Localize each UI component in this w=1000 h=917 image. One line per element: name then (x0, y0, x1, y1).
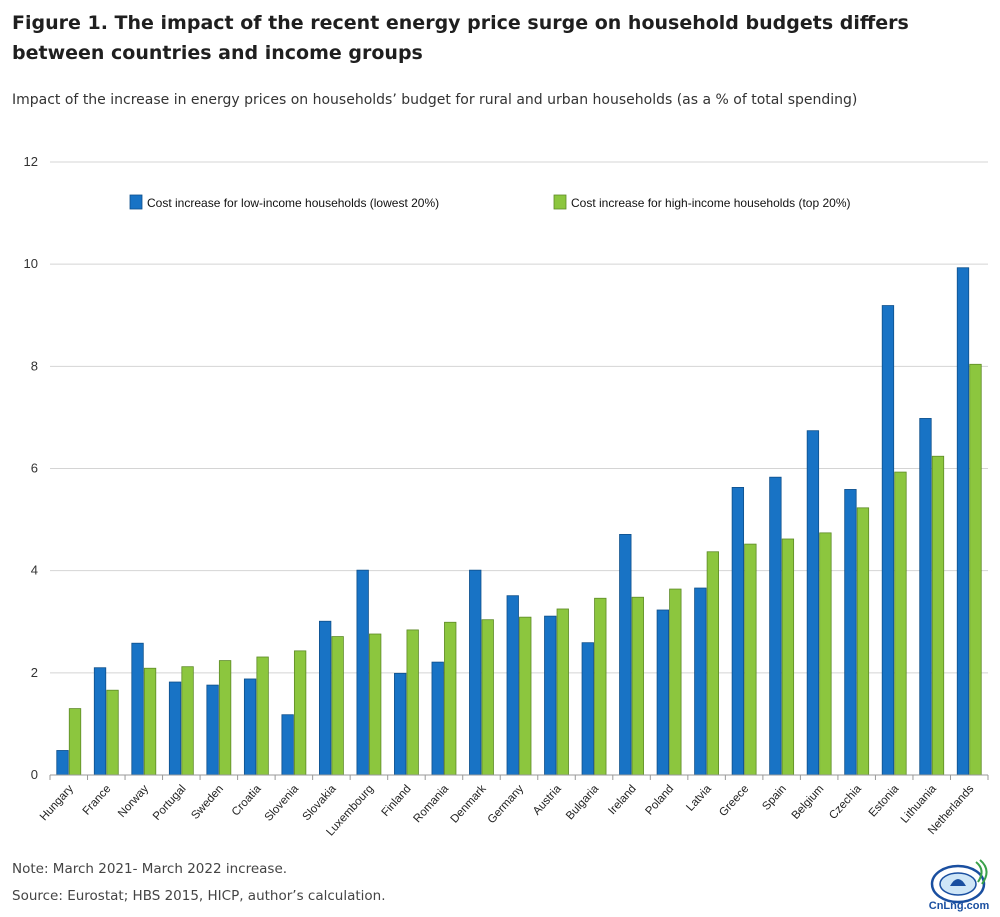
bar-low-income-belgium (806, 430, 820, 776)
gridlines (50, 161, 988, 674)
x-tick-label: Czechia (827, 783, 864, 822)
bar-high-income-luxembourg (369, 633, 382, 776)
figure-title: Figure 1. The impact of the recent energ… (12, 12, 909, 64)
x-tick-label: Sweden (189, 783, 226, 822)
bar-low-income-slovakia (318, 620, 332, 776)
x-tick-label: Lithuania (899, 783, 940, 826)
bar-low-income-germany (506, 595, 519, 776)
x-tick-label: Finland (380, 783, 414, 819)
bar-high-income-slovenia (293, 650, 307, 776)
x-tick-label: Austria (531, 783, 564, 818)
x-tick-label: Ireland (606, 783, 638, 817)
bar-high-income-croatia (256, 656, 269, 776)
x-tick-label: Latvia (684, 783, 714, 814)
bar-low-income-poland (656, 609, 669, 776)
bar-high-income-greece (744, 543, 757, 776)
bar-high-income-hungary (68, 708, 82, 776)
x-tick-label: Croatia (230, 783, 264, 819)
bar-low-income-sweden (206, 684, 219, 776)
bar-high-income-estonia (894, 471, 907, 776)
x-tick-label: Slovakia (301, 783, 339, 824)
bar-low-income-czechia (844, 489, 857, 776)
bar-low-income-netherlands (956, 267, 970, 776)
logo-text: CnLng.com (929, 900, 990, 912)
bar-low-income-hungary (56, 750, 69, 776)
bar-high-income-austria (556, 608, 569, 776)
y-axis-labels: 0 2 4 6 8 10 12 (24, 154, 38, 782)
bar-low-income-norway (131, 642, 144, 776)
x-tick-label: Slovenia (263, 783, 302, 824)
bar-high-income-bulgaria (594, 597, 607, 776)
bar-chart: 0 2 4 6 8 10 12 Hungary France Norway Portugal Swe… (24, 154, 989, 839)
x-axis: Hungary France Norway Portugal Sweden Croatia… (38, 774, 989, 839)
bar-high-income-ireland (631, 596, 644, 776)
legend-swatch-low-income (129, 194, 143, 210)
x-tick-label: Portugal (151, 783, 189, 823)
x-tick-label: Belgium (790, 783, 827, 822)
x-tick-label: Greece (717, 783, 751, 819)
bar-low-income-slovenia (281, 714, 294, 776)
y-tick-label: 10 (24, 256, 38, 271)
bar-high-income-lithuania (931, 455, 945, 776)
footnote-note: Note: March 2021- March 2022 increase. (12, 861, 288, 877)
bar-low-income-ireland (619, 533, 632, 776)
legend-label-low-income: Cost increase for low-income households … (147, 196, 439, 210)
bar-low-income-spain (769, 476, 782, 776)
bar-high-income-spain (781, 538, 795, 776)
bar-low-income-france (93, 667, 107, 776)
x-tick-label: Hungary (38, 783, 76, 824)
legend-swatch-high-income (553, 194, 567, 210)
x-tick-label: Romania (411, 783, 451, 826)
footnote-source: Source: Eurostat; HBS 2015, HICP, author… (12, 888, 386, 904)
y-tick-label: 8 (31, 358, 38, 373)
bar-low-income-portugal (168, 681, 182, 776)
bar-low-income-denmark (469, 569, 482, 776)
y-tick-label: 6 (31, 461, 38, 476)
x-tick-label: Estonia (867, 783, 902, 820)
bar-low-income-estonia (881, 305, 895, 776)
bar-high-income-france (106, 689, 119, 776)
y-tick-label: 2 (31, 665, 38, 680)
bar-low-income-finland (394, 672, 407, 776)
bar-high-income-sweden (218, 660, 232, 776)
bar-high-income-slovakia (331, 636, 344, 776)
legend: Cost increase for low-income households … (129, 194, 850, 210)
bar-high-income-belgium (819, 532, 832, 776)
legend-label-high-income: Cost increase for high-income households… (571, 196, 850, 210)
bar-low-income-croatia (243, 678, 257, 776)
bar-high-income-romania (444, 621, 457, 776)
bar-low-income-austria (544, 615, 557, 776)
x-tick-label: France (81, 783, 114, 818)
bar-high-income-czechia (856, 507, 870, 776)
x-tick-label: Bulgaria (564, 783, 602, 823)
bar-high-income-latvia (706, 551, 719, 776)
bar-high-income-portugal (181, 666, 194, 776)
bar-low-income-lithuania (919, 418, 932, 776)
x-tick-label: Germany (486, 783, 527, 826)
x-tick-label: Denmark (449, 783, 489, 826)
bars (56, 267, 982, 776)
y-tick-label: 0 (31, 767, 38, 782)
bar-high-income-finland (406, 629, 419, 776)
figure-subtitle: Impact of the increase in energy prices … (12, 92, 858, 108)
bar-high-income-norway (143, 667, 157, 776)
bar-low-income-luxembourg (356, 569, 369, 776)
bar-low-income-latvia (694, 587, 707, 776)
x-tick-label: Norway (116, 783, 151, 820)
bar-low-income-greece (731, 487, 745, 776)
cnlng-logo-icon: CnLng.com (929, 859, 990, 912)
x-tick-label: Poland (643, 783, 676, 818)
y-tick-label: 4 (31, 563, 38, 578)
y-tick-label: 12 (24, 154, 38, 169)
bar-high-income-denmark (481, 619, 494, 776)
bar-low-income-bulgaria (581, 642, 594, 776)
x-tick-label: Spain (760, 783, 789, 813)
bar-high-income-poland (669, 588, 682, 776)
bar-high-income-netherlands (969, 363, 982, 776)
bar-low-income-romania (431, 661, 444, 776)
bar-high-income-germany (519, 616, 532, 776)
